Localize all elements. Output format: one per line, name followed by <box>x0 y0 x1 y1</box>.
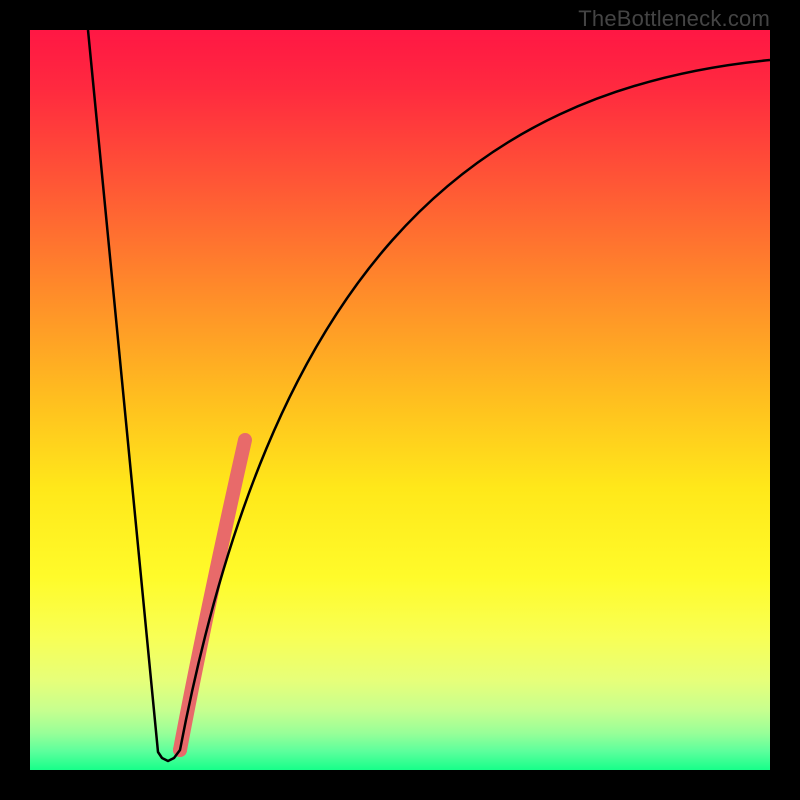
chart-frame: TheBottleneck.com <box>0 0 800 800</box>
main-curve <box>88 30 770 761</box>
watermark-text: TheBottleneck.com <box>578 6 770 32</box>
plot-area <box>30 30 770 770</box>
curves-layer <box>30 30 770 770</box>
